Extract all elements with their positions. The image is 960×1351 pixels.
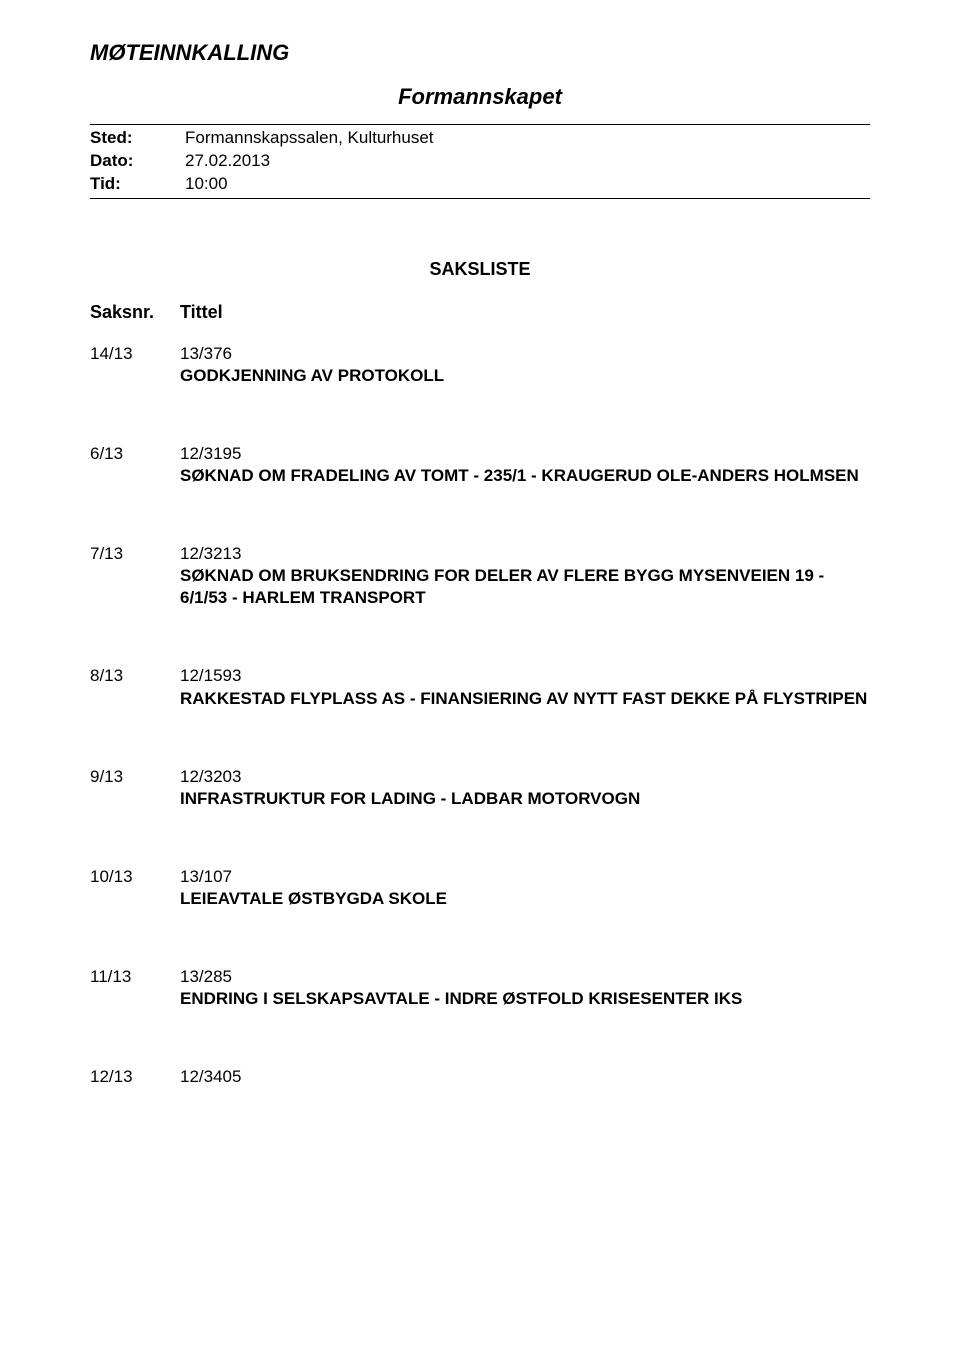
items-container: 14/1313/376GODKJENNING AV PROTOKOLL6/131… — [90, 343, 870, 1089]
meta-row-sted: Sted: Formannskapssalen, Kulturhuset — [90, 127, 870, 150]
list-item: 9/1312/3203INFRASTRUKTUR FOR LADING - LA… — [90, 766, 870, 810]
column-header-title: Tittel — [180, 302, 870, 323]
meta-row-dato: Dato: 27.02.2013 — [90, 150, 870, 173]
meta-label-tid: Tid: — [90, 173, 185, 196]
item-title: SØKNAD OM BRUKSENDRING FOR DELER AV FLER… — [180, 565, 870, 609]
item-case-number: 11/13 — [90, 966, 180, 1010]
item-right: 13/107LEIEAVTALE ØSTBYGDA SKOLE — [180, 866, 870, 910]
item-title: GODKJENNING AV PROTOKOLL — [180, 365, 870, 387]
meta-label-dato: Dato: — [90, 150, 185, 173]
item-reference: 12/3203 — [180, 766, 870, 788]
item-reference: 12/1593 — [180, 665, 870, 687]
list-item: 10/1313/107LEIEAVTALE ØSTBYGDA SKOLE — [90, 866, 870, 910]
item-title: INFRASTRUKTUR FOR LADING - LADBAR MOTORV… — [180, 788, 870, 810]
list-item-row: 6/1312/3195SØKNAD OM FRADELING AV TOMT -… — [90, 443, 870, 487]
item-reference: 13/107 — [180, 866, 870, 888]
item-reference: 12/3405 — [180, 1066, 870, 1088]
item-case-number: 9/13 — [90, 766, 180, 810]
list-item: 7/1312/3213SØKNAD OM BRUKSENDRING FOR DE… — [90, 543, 870, 609]
list-item-row: 14/1313/376GODKJENNING AV PROTOKOLL — [90, 343, 870, 387]
item-right: 12/1593RAKKESTAD FLYPLASS AS - FINANSIER… — [180, 665, 870, 709]
column-header-row: Saksnr. Tittel — [90, 302, 870, 323]
list-item-row: 7/1312/3213SØKNAD OM BRUKSENDRING FOR DE… — [90, 543, 870, 609]
list-item-row: 9/1312/3203INFRASTRUKTUR FOR LADING - LA… — [90, 766, 870, 810]
meta-value-sted: Formannskapssalen, Kulturhuset — [185, 127, 870, 150]
item-right: 13/285ENDRING I SELSKAPSAVTALE - INDRE Ø… — [180, 966, 870, 1010]
item-case-number: 6/13 — [90, 443, 180, 487]
list-item-row: 12/1312/3405 — [90, 1066, 870, 1088]
list-item-row: 11/1313/285ENDRING I SELSKAPSAVTALE - IN… — [90, 966, 870, 1010]
item-reference: 12/3213 — [180, 543, 870, 565]
item-title: ENDRING I SELSKAPSAVTALE - INDRE ØSTFOLD… — [180, 988, 870, 1010]
list-item: 8/1312/1593RAKKESTAD FLYPLASS AS - FINAN… — [90, 665, 870, 709]
item-reference: 13/376 — [180, 343, 870, 365]
saksliste-heading: SAKSLISTE — [90, 259, 870, 280]
item-case-number: 7/13 — [90, 543, 180, 609]
item-case-number: 10/13 — [90, 866, 180, 910]
document-subtitle: Formannskapet — [90, 84, 870, 110]
list-item-row: 8/1312/1593RAKKESTAD FLYPLASS AS - FINAN… — [90, 665, 870, 709]
item-reference: 13/285 — [180, 966, 870, 988]
item-title: LEIEAVTALE ØSTBYGDA SKOLE — [180, 888, 870, 910]
list-item-row: 10/1313/107LEIEAVTALE ØSTBYGDA SKOLE — [90, 866, 870, 910]
item-title: SØKNAD OM FRADELING AV TOMT - 235/1 - KR… — [180, 465, 870, 487]
item-right: 12/3405 — [180, 1066, 870, 1088]
item-right: 13/376GODKJENNING AV PROTOKOLL — [180, 343, 870, 387]
item-right: 12/3203INFRASTRUKTUR FOR LADING - LADBAR… — [180, 766, 870, 810]
item-case-number: 14/13 — [90, 343, 180, 387]
item-right: 12/3195SØKNAD OM FRADELING AV TOMT - 235… — [180, 443, 870, 487]
column-header-case: Saksnr. — [90, 302, 180, 323]
meta-block: Sted: Formannskapssalen, Kulturhuset Dat… — [90, 124, 870, 199]
list-item: 6/1312/3195SØKNAD OM FRADELING AV TOMT -… — [90, 443, 870, 487]
item-reference: 12/3195 — [180, 443, 870, 465]
meta-label-sted: Sted: — [90, 127, 185, 150]
item-case-number: 8/13 — [90, 665, 180, 709]
list-item: 11/1313/285ENDRING I SELSKAPSAVTALE - IN… — [90, 966, 870, 1010]
item-case-number: 12/13 — [90, 1066, 180, 1088]
list-item: 12/1312/3405 — [90, 1066, 870, 1088]
item-right: 12/3213SØKNAD OM BRUKSENDRING FOR DELER … — [180, 543, 870, 609]
document-title: MØTEINNKALLING — [90, 40, 870, 66]
meta-row-tid: Tid: 10:00 — [90, 173, 870, 196]
list-item: 14/1313/376GODKJENNING AV PROTOKOLL — [90, 343, 870, 387]
meta-value-dato: 27.02.2013 — [185, 150, 870, 173]
item-title: RAKKESTAD FLYPLASS AS - FINANSIERING AV … — [180, 688, 870, 710]
meta-value-tid: 10:00 — [185, 173, 870, 196]
